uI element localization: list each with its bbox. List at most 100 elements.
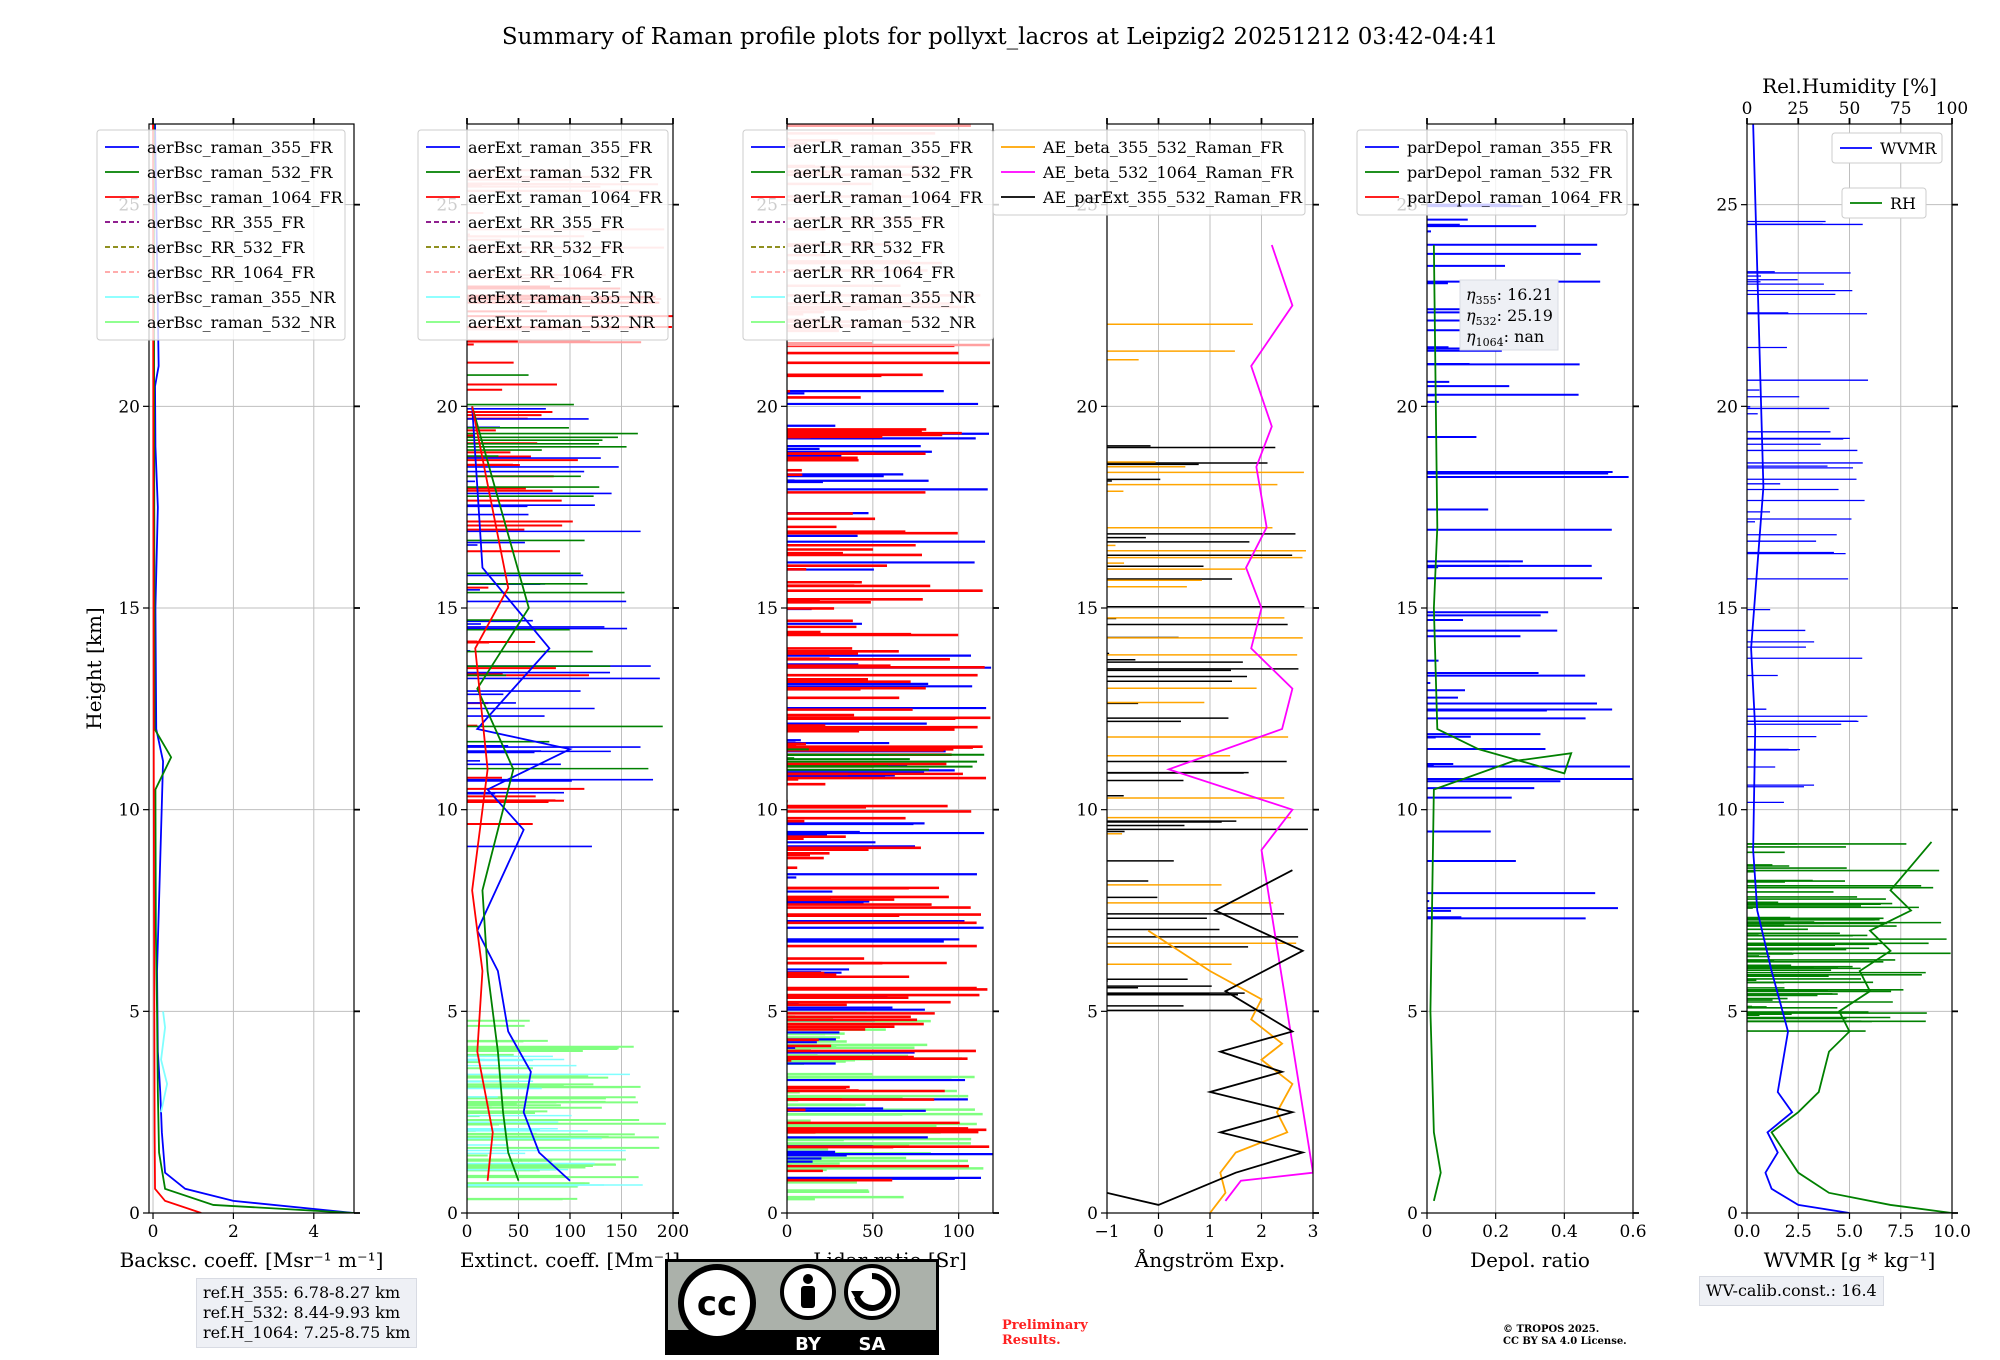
preliminary-line-2: Results. <box>1002 1333 1061 1348</box>
y-tick-label: 5 <box>129 1002 140 1022</box>
series-aerExt_raman_532_FR <box>471 406 530 1182</box>
top-x-tick-label: 0 <box>1742 99 1753 119</box>
legend-entry: aerBsc_raman_355_FR <box>147 138 333 157</box>
legend-entry: aerBsc_raman_532_NR <box>147 313 336 332</box>
y-tick-label: 10 <box>1076 801 1098 821</box>
y-tick-label: 10 <box>1716 801 1738 821</box>
top-x-axis-label: Rel.Humidity [%] <box>1762 74 1937 98</box>
legend-frame <box>1841 187 1927 219</box>
by-icon-head <box>803 1274 813 1284</box>
legend-entry: aerBsc_raman_532_FR <box>147 163 333 182</box>
wv-calibration-box: WV-calib.const.: 16.4 <box>1699 1276 1884 1306</box>
y-tick-label: 5 <box>767 1002 778 1022</box>
x-tick-label: 0 <box>1422 1222 1433 1242</box>
x-tick-label: 4 <box>308 1222 319 1242</box>
y-tick-label: 5 <box>1727 1002 1738 1022</box>
y-tick-label: 20 <box>118 397 140 417</box>
sa-icon-arrow <box>851 1291 864 1301</box>
y-tick-label: 0 <box>1407 1204 1418 1224</box>
x-tick-label: 0.6 <box>1619 1222 1646 1242</box>
y-tick-label: 0 <box>447 1204 458 1224</box>
panel-bsc: 0510152025024Backsc. coeff. [Msr⁻¹ m⁻¹]H… <box>82 118 383 1272</box>
x-tick-label: 2.5 <box>1785 1222 1812 1242</box>
y-tick-label: 10 <box>436 801 458 821</box>
series-WVMR <box>1750 124 1850 1213</box>
legend-entry: aerBsc_RR_355_FR <box>147 213 305 232</box>
legend-ae: AE_beta_355_532_Raman_FR AE_beta_532_1064… <box>992 129 1306 216</box>
copyright-line-2: CC BY SA 4.0 License. <box>1503 1336 1627 1347</box>
x-tick-label: 0 <box>782 1222 793 1242</box>
y-tick-label: 0 <box>129 1204 140 1224</box>
x-tick-label: 0.4 <box>1551 1222 1578 1242</box>
x-axis-label: WVMR [g * kg⁻¹] <box>1764 1248 1936 1272</box>
panel-wv: 0 5 10 15 20 25 0.0 2.5 5.0 7.5 10.0 WVMR [g * kg⁻¹… <box>1716 74 1971 1272</box>
y-tick-label: 25 <box>1716 196 1738 216</box>
x-axis-label: Depol. ratio <box>1470 1248 1590 1272</box>
copyright-line-1: © TROPOS 2025. <box>1503 1324 1600 1335</box>
legend-entry: AE_beta_355_532_Raman_FR <box>1042 138 1284 157</box>
reference-height-box: ref.H_355: 6.78-8.27 km ref.H_532: 8.44-… <box>196 1278 418 1348</box>
legend-entry: aerLR_raman_1064_FR <box>793 188 983 207</box>
legend-entry: parDepol_raman_532_FR <box>1407 163 1613 182</box>
legend-entry: WVMR <box>1880 139 1937 158</box>
legend-entry: aerBsc_raman_355_NR <box>147 288 336 307</box>
top-x-tick-label: 75 <box>1890 99 1912 119</box>
legend-entry: aerExt_RR_532_FR <box>468 238 625 257</box>
legend-entry: aerExt_RR_355_FR <box>468 213 625 232</box>
x-axis-label: Extinct. coeff. [Mm⁻¹] <box>460 1248 680 1272</box>
x-tick-label: 100 <box>554 1222 586 1242</box>
x-tick-label: 1 <box>1205 1222 1216 1242</box>
legend-ext: aerExt_raman_355_FR aerExt_raman_532_FRae… <box>417 129 669 341</box>
y-tick-label: 20 <box>436 397 458 417</box>
y-axis-label: Height [km] <box>82 607 106 729</box>
series-AE_beta_355_532_Raman_FR <box>1147 929 1294 1213</box>
y-tick-label: 20 <box>1396 397 1418 417</box>
legend-entry: aerExt_raman_1064_FR <box>468 188 663 207</box>
series-RH <box>1770 841 1952 1213</box>
eta-line: η1064: nan <box>1466 327 1544 349</box>
top-x-tick-label: 50 <box>1839 99 1861 119</box>
by-label: BY <box>795 1334 822 1355</box>
y-tick-label: 15 <box>1396 599 1418 619</box>
legend-entry: aerLR_RR_1064_FR <box>793 263 955 282</box>
x-axis-label: Ångström Exp. <box>1134 1247 1285 1272</box>
plot-area-wv <box>1747 124 1952 1213</box>
cc-circle-inner <box>684 1270 750 1336</box>
legend-entry: aerLR_raman_532_NR <box>793 313 976 332</box>
series-aerBsc_raman_355_NR <box>160 1011 169 1113</box>
legend-RH: RH <box>1841 187 1927 219</box>
y-tick-label: 0 <box>767 1204 778 1224</box>
series-AE_parExt_355_532_Raman_FR <box>1107 869 1307 1206</box>
ref-h-355: ref.H_355: 6.78-8.27 km <box>203 1283 401 1302</box>
y-tick-label: 10 <box>756 801 778 821</box>
x-tick-label: 0 <box>462 1222 473 1242</box>
y-tick-label: 15 <box>1076 599 1098 619</box>
legend-entry: aerBsc_RR_532_FR <box>147 238 305 257</box>
y-tick-label: 10 <box>1396 801 1418 821</box>
panel-ext: 0510152025050100150200Extinct. coeff. [M… <box>417 118 689 1272</box>
x-tick-label: 150 <box>605 1222 637 1242</box>
panel-lr: 0510152025050100Lidar ratio [Sr]aerLR_ra… <box>742 118 999 1272</box>
x-tick-label: 0.2 <box>1482 1222 1509 1242</box>
preliminary-notice: Preliminary Results. <box>1002 1318 1088 1348</box>
plot-area-depol <box>1427 124 1633 1213</box>
x-tick-label: 2 <box>1256 1222 1267 1242</box>
x-tick-label: 100 <box>942 1222 974 1242</box>
x-tick-label: 50 <box>508 1222 530 1242</box>
eta-line: η355: 16.21 <box>1466 285 1553 307</box>
preliminary-line-1: Preliminary <box>1002 1318 1088 1333</box>
x-tick-label: 10.0 <box>1933 1222 1971 1242</box>
axes-frame <box>786 123 994 1214</box>
x-tick-label: 0.0 <box>1733 1222 1760 1242</box>
legend-entry: AE_beta_532_1064_Raman_FR <box>1042 163 1294 182</box>
series-aerExt_raman_1064_FR <box>471 406 510 1181</box>
cc-logo-text: cc <box>697 1284 737 1324</box>
sa-icon-arc <box>854 1272 892 1311</box>
x-tick-label: 0 <box>1153 1222 1164 1242</box>
series-AE_beta_532_1064_Raman_FR <box>1166 244 1313 1202</box>
figure-title: Summary of Raman profile plots for polly… <box>502 24 1498 50</box>
